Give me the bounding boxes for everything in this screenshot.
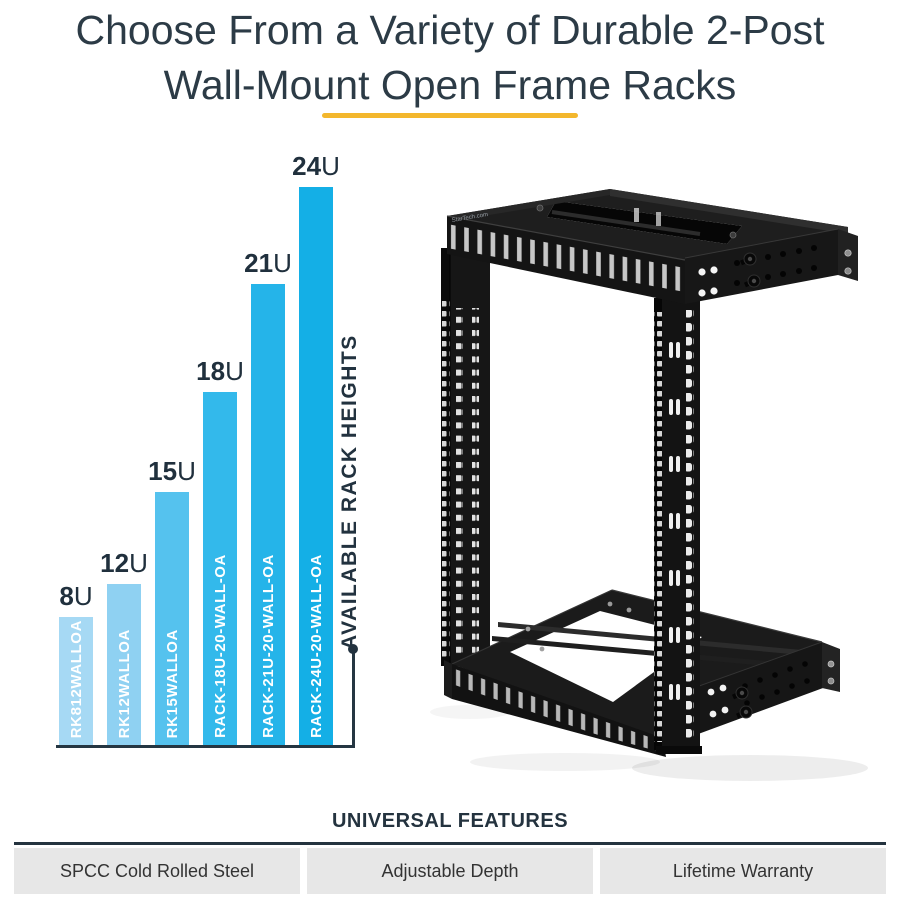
axis-connector-line (56, 653, 355, 748)
feature-cell-depth: Adjustable Depth (307, 848, 593, 894)
chart-bar-15u: RK15WALLOA (155, 492, 189, 747)
chart-axis-label: AVAILABLE RACK HEIGHTS (338, 334, 361, 650)
chart-bar-18u: RACK-18U-20-WALL-OA (203, 392, 237, 747)
thumbscrew (739, 252, 757, 266)
bar-value-label-21u: 21U (244, 248, 292, 278)
rack-top-frame: StarTech.com (446, 189, 858, 304)
chart-bar-24u: RACK-24U-20-WALL-OA (299, 187, 333, 747)
rack-left-post (441, 248, 490, 666)
bar-value-label-18u: 18U (196, 356, 244, 386)
feature-cell-warranty: Lifetime Warranty (600, 848, 886, 894)
thumbscrew (743, 274, 761, 288)
thumbscrew (735, 705, 753, 719)
features-divider (14, 842, 886, 845)
page-title-line1: Choose From a Variety of Durable 2-Post (75, 7, 825, 53)
chart-bar-12u: RK12WALLOA (107, 584, 141, 747)
bar-value-label-15u: 15U (148, 456, 196, 486)
rack-right-post (654, 296, 702, 754)
features-heading: UNIVERSAL FEATURES (331, 810, 569, 832)
title-accent-underline (322, 113, 578, 118)
rack-brand-logo: StarTech.com (451, 212, 488, 224)
bar-value-label-8u: 8U (59, 581, 93, 611)
chart-bar-8u: RK812WALLOA (59, 617, 93, 747)
page-title: Choose From a Variety of Durable 2-Post … (0, 3, 900, 112)
feature-cell-material: SPCC Cold Rolled Steel (14, 848, 300, 894)
features-table: SPCC Cold Rolled Steel Adjustable Depth … (14, 848, 886, 894)
axis-connector-dot (348, 644, 358, 654)
chart-bar-21u: RACK-21U-20-WALL-OA (251, 284, 285, 747)
rack-bottom-frame (444, 589, 840, 757)
bar-value-label-12u: 12U (100, 548, 148, 578)
rack-product-image: StarTech.com (430, 189, 868, 781)
page-title-line2: Wall-Mount Open Frame Racks (163, 61, 737, 108)
bar-value-label-24u: 24U (292, 151, 340, 181)
thumbscrew (731, 686, 749, 700)
